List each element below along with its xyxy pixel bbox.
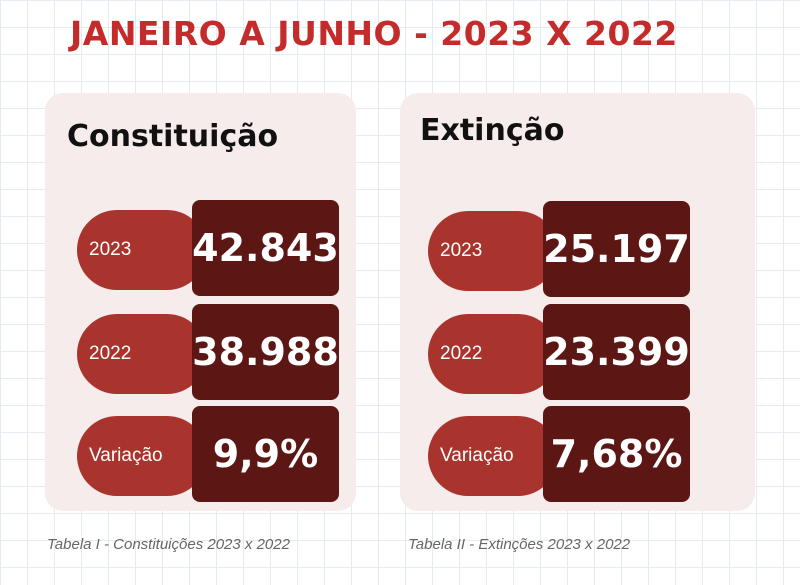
row-label: Variação <box>89 445 163 466</box>
row-label-pill: 2023 <box>77 210 207 290</box>
stat-row-variacao: Variação 9,9% <box>77 406 339 502</box>
row-label-pill: Variação <box>428 416 558 496</box>
table-caption-extincao: Tabela II - Extinções 2023 x 2022 <box>408 536 631 553</box>
page-title: JANEIRO A JUNHO - 2023 X 2022 <box>70 14 678 53</box>
extincao-card: Extinção 2023 25.197 2022 23.399 Variaçã… <box>400 93 755 511</box>
row-label: Variação <box>440 445 514 466</box>
stat-row-2022: 2022 38.988 <box>77 304 339 400</box>
row-value-box: 25.197 <box>543 201 690 297</box>
stat-row-2023: 2023 25.197 <box>428 201 690 297</box>
row-value: 7,68% <box>550 432 683 476</box>
row-label: 2022 <box>89 343 132 364</box>
stat-row-2023: 2023 42.843 <box>77 200 339 296</box>
row-value-box: 7,68% <box>543 406 690 502</box>
row-label-pill: 2022 <box>428 314 558 394</box>
constituicao-card: Constituição 2023 42.843 2022 38.988 Var… <box>45 93 356 511</box>
row-value-box: 9,9% <box>192 406 339 502</box>
row-label: 2023 <box>440 240 483 261</box>
stat-row-variacao: Variação 7,68% <box>428 406 690 502</box>
table-caption-constituicao: Tabela I - Constituições 2023 x 2022 <box>47 536 290 553</box>
constituicao-heading: Constituição <box>67 119 279 154</box>
row-value: 9,9% <box>212 432 319 476</box>
extincao-heading: Extinção <box>420 113 565 148</box>
row-label-pill: 2023 <box>428 211 558 291</box>
row-value: 25.197 <box>543 227 690 271</box>
row-label-pill: Variação <box>77 416 207 496</box>
row-value-box: 23.399 <box>543 304 690 400</box>
row-value-box: 42.843 <box>192 200 339 296</box>
row-label-pill: 2022 <box>77 314 207 394</box>
row-label: 2023 <box>89 239 132 260</box>
row-value: 42.843 <box>192 226 339 270</box>
row-value-box: 38.988 <box>192 304 339 400</box>
stat-row-2022: 2022 23.399 <box>428 304 690 400</box>
row-label: 2022 <box>440 343 483 364</box>
row-value: 38.988 <box>192 330 339 374</box>
row-value: 23.399 <box>543 330 690 374</box>
